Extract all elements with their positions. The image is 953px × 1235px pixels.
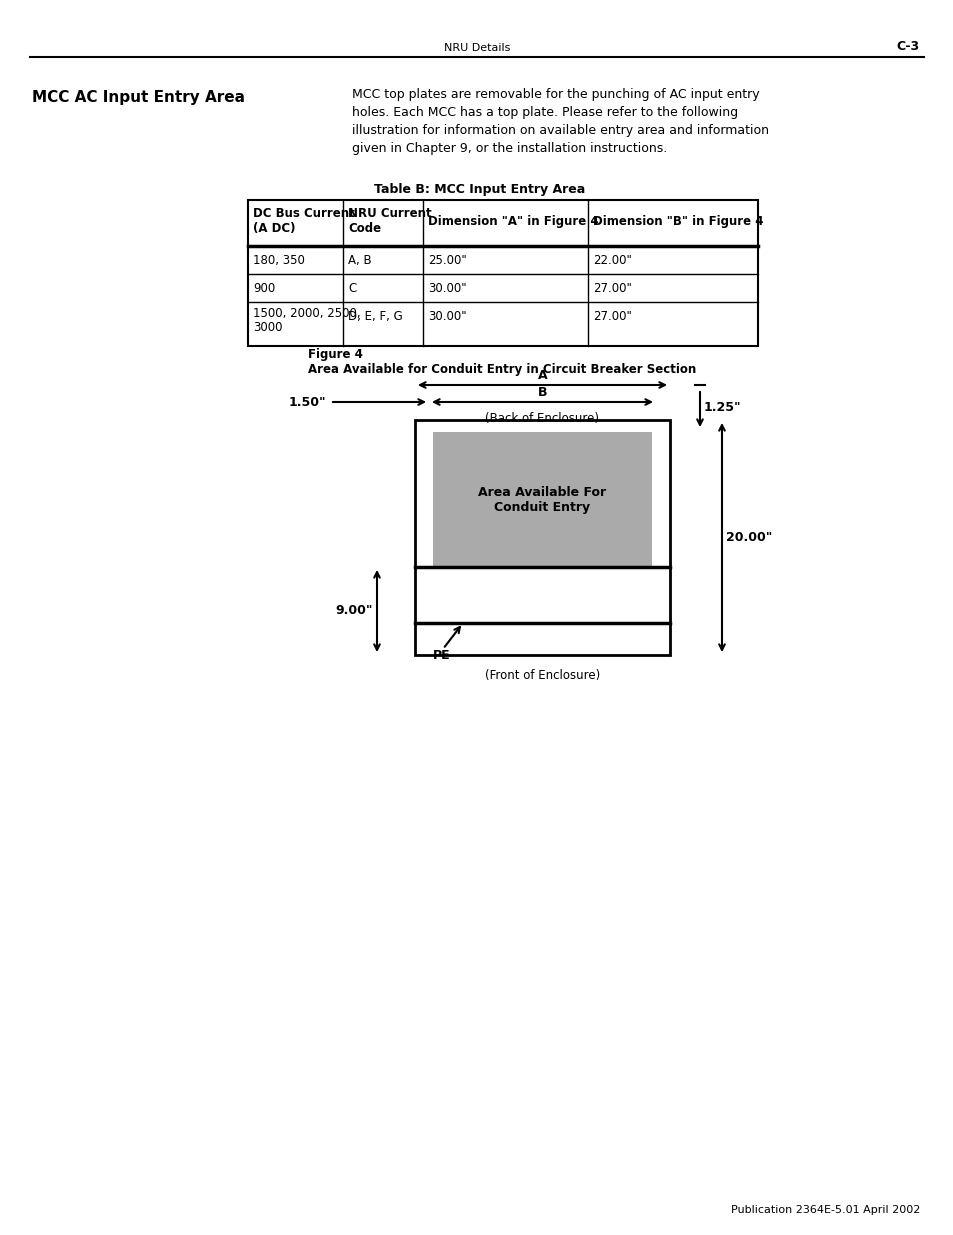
Text: 30.00": 30.00" (428, 310, 466, 324)
Text: 25.00": 25.00" (428, 254, 466, 267)
Text: (Back of Enclosure): (Back of Enclosure) (485, 412, 598, 425)
Bar (415, 420, 669, 655)
Text: Code: Code (348, 222, 381, 235)
Text: 22.00": 22.00" (593, 254, 631, 267)
Text: (A DC): (A DC) (253, 222, 295, 235)
Text: 1.50": 1.50" (288, 395, 326, 409)
Text: A: A (537, 369, 547, 382)
Text: A, B: A, B (348, 254, 372, 267)
Text: MCC AC Input Entry Area: MCC AC Input Entry Area (32, 90, 245, 105)
Text: 1500, 2000, 2500,: 1500, 2000, 2500, (253, 308, 360, 320)
Text: D, E, F, G: D, E, F, G (348, 310, 402, 324)
Text: 27.00": 27.00" (593, 310, 631, 324)
Text: Dimension "A" in Figure 4: Dimension "A" in Figure 4 (428, 215, 598, 228)
Text: B: B (537, 387, 547, 399)
Text: Figure 4: Figure 4 (308, 348, 362, 361)
Text: DC Bus Current: DC Bus Current (253, 207, 355, 220)
Text: 20.00": 20.00" (725, 531, 772, 543)
Text: 9.00": 9.00" (335, 604, 373, 618)
Text: MCC top plates are removable for the punching of AC input entry: MCC top plates are removable for the pun… (352, 88, 759, 101)
Text: 180, 350: 180, 350 (253, 254, 305, 267)
Bar (433, 432, 651, 567)
Text: given in Chapter 9, or the installation instructions.: given in Chapter 9, or the installation … (352, 142, 666, 156)
Text: illustration for information on available entry area and information: illustration for information on availabl… (352, 124, 768, 137)
Text: Dimension "B" in Figure 4: Dimension "B" in Figure 4 (593, 215, 762, 228)
Bar (248, 200, 758, 346)
Text: NRU Details: NRU Details (443, 43, 510, 53)
Text: Publication 2364E-5.01 April 2002: Publication 2364E-5.01 April 2002 (730, 1205, 919, 1215)
Text: 900: 900 (253, 282, 275, 295)
Text: NRU Current: NRU Current (348, 207, 431, 220)
Text: 1.25": 1.25" (703, 401, 740, 414)
Text: Table B: MCC Input Entry Area: Table B: MCC Input Entry Area (374, 183, 585, 196)
Text: holes. Each MCC has a top plate. Please refer to the following: holes. Each MCC has a top plate. Please … (352, 106, 738, 119)
Text: 3000: 3000 (253, 321, 282, 333)
Text: C: C (348, 282, 355, 295)
Text: 30.00": 30.00" (428, 282, 466, 295)
Text: 27.00": 27.00" (593, 282, 631, 295)
Text: Conduit Entry: Conduit Entry (494, 501, 590, 514)
Text: PE: PE (433, 650, 450, 662)
Text: Area Available for Conduit Entry in Circuit Breaker Section: Area Available for Conduit Entry in Circ… (308, 363, 696, 375)
Text: C-3: C-3 (896, 40, 919, 53)
Text: (Front of Enclosure): (Front of Enclosure) (484, 669, 599, 682)
Text: Area Available For: Area Available For (478, 487, 606, 499)
